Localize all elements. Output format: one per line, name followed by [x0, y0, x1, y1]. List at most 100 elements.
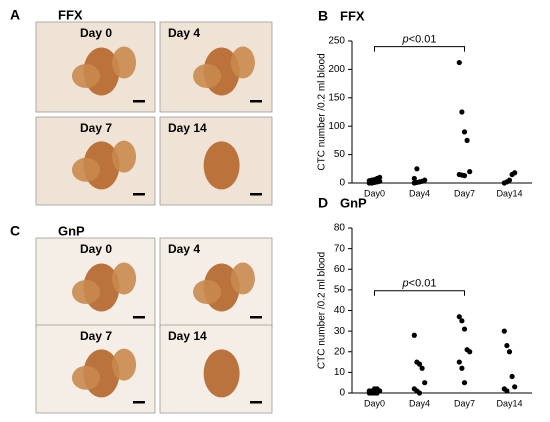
dot	[411, 175, 417, 182]
dot	[467, 169, 473, 175]
dot	[411, 332, 417, 338]
x-tick-label: Day4	[409, 398, 430, 408]
panel-label: C	[10, 223, 20, 239]
cell	[71, 157, 100, 182]
y-tick-label: 0	[339, 178, 345, 189]
dot	[512, 170, 518, 176]
cell	[230, 262, 255, 295]
y-tick-label: 60	[334, 264, 346, 275]
cell	[193, 280, 222, 304]
y-tick-label: 40	[334, 305, 346, 316]
y-tick-label: 10	[334, 367, 346, 378]
annotation-text: <0.01	[409, 278, 437, 290]
scale-bar	[133, 193, 145, 196]
chart-title: GnP	[340, 195, 367, 210]
dot	[512, 384, 518, 390]
dot	[419, 365, 425, 371]
dot	[459, 365, 465, 371]
y-tick-label: 50	[334, 149, 346, 160]
y-tick-label: 150	[328, 92, 345, 103]
image-label: Day 4	[168, 242, 200, 256]
annotation-italic: p	[402, 34, 409, 46]
y-tick-label: 80	[334, 223, 346, 234]
annotation-italic: p	[402, 278, 409, 290]
y-tick-label: 30	[334, 326, 346, 337]
x-tick-label: Day14	[496, 398, 522, 408]
dot	[374, 386, 380, 392]
cell	[203, 141, 240, 190]
cell	[112, 262, 137, 295]
dot	[416, 361, 423, 367]
dot	[377, 174, 383, 180]
dot	[501, 328, 507, 334]
scale-bar	[250, 193, 262, 196]
dot	[422, 380, 428, 386]
y-tick-label: 100	[328, 121, 345, 132]
dot	[422, 177, 428, 183]
dot	[509, 373, 515, 380]
cell	[193, 64, 222, 88]
y-axis-label: CTC number /0.2 ml blood	[317, 252, 328, 369]
scale-bar	[250, 316, 262, 319]
annotation: p<0.01	[402, 278, 437, 290]
y-tick-label: 0	[339, 388, 345, 399]
dot	[459, 318, 465, 324]
annotation: p<0.01	[402, 34, 437, 46]
dot	[506, 349, 513, 355]
y-tick-label: 20	[334, 346, 346, 357]
dot	[416, 390, 423, 396]
cell	[71, 365, 100, 390]
dot	[464, 137, 470, 143]
dot	[467, 349, 473, 355]
y-tick-label: 70	[334, 243, 346, 254]
image-label: Day 7	[80, 329, 112, 343]
dot	[456, 359, 462, 365]
y-tick-label: 250	[328, 36, 345, 47]
image-label: Day 0	[80, 26, 112, 40]
x-tick-label: Day0	[364, 398, 385, 408]
panel-title: GnP	[58, 223, 85, 238]
scale-bar	[133, 316, 145, 319]
dot	[504, 342, 510, 349]
x-tick-label: Day7	[454, 188, 475, 198]
image-label: Day 14	[168, 121, 207, 135]
x-tick-label: Day14	[496, 188, 522, 198]
image-label: Day 4	[168, 26, 200, 40]
dot	[504, 388, 510, 394]
dot	[414, 166, 420, 172]
bracket	[374, 290, 465, 296]
dot	[456, 59, 462, 66]
bracket	[374, 46, 465, 52]
dot	[506, 177, 513, 183]
y-axis-label: CTC number /0.2 ml blood	[317, 53, 328, 170]
panel-label: B	[318, 8, 328, 24]
scale-bar	[133, 100, 145, 103]
chart-title: FFX	[340, 8, 365, 23]
dot	[461, 173, 468, 179]
panel-label: D	[318, 195, 328, 211]
scale-bar	[133, 401, 145, 404]
image-label: Day 14	[168, 329, 207, 343]
cell	[112, 140, 137, 173]
cell	[71, 64, 100, 88]
scale-bar	[250, 100, 262, 103]
panel-label: A	[10, 7, 20, 23]
y-tick-label: 50	[334, 285, 346, 296]
cell	[203, 349, 240, 398]
x-tick-label: Day0	[364, 188, 385, 198]
scale-bar	[250, 401, 262, 404]
x-tick-label: Day4	[409, 188, 430, 198]
cell	[112, 348, 137, 381]
cell	[230, 46, 255, 79]
dot	[461, 129, 468, 135]
cell	[71, 280, 100, 304]
dot	[456, 314, 462, 320]
image-label: Day 7	[80, 121, 112, 135]
dot	[461, 380, 468, 386]
image-label: Day 0	[80, 242, 112, 256]
annotation-text: <0.01	[409, 34, 437, 46]
panel-title: FFX	[58, 7, 83, 22]
dot	[459, 109, 465, 115]
y-tick-label: 200	[328, 64, 345, 75]
